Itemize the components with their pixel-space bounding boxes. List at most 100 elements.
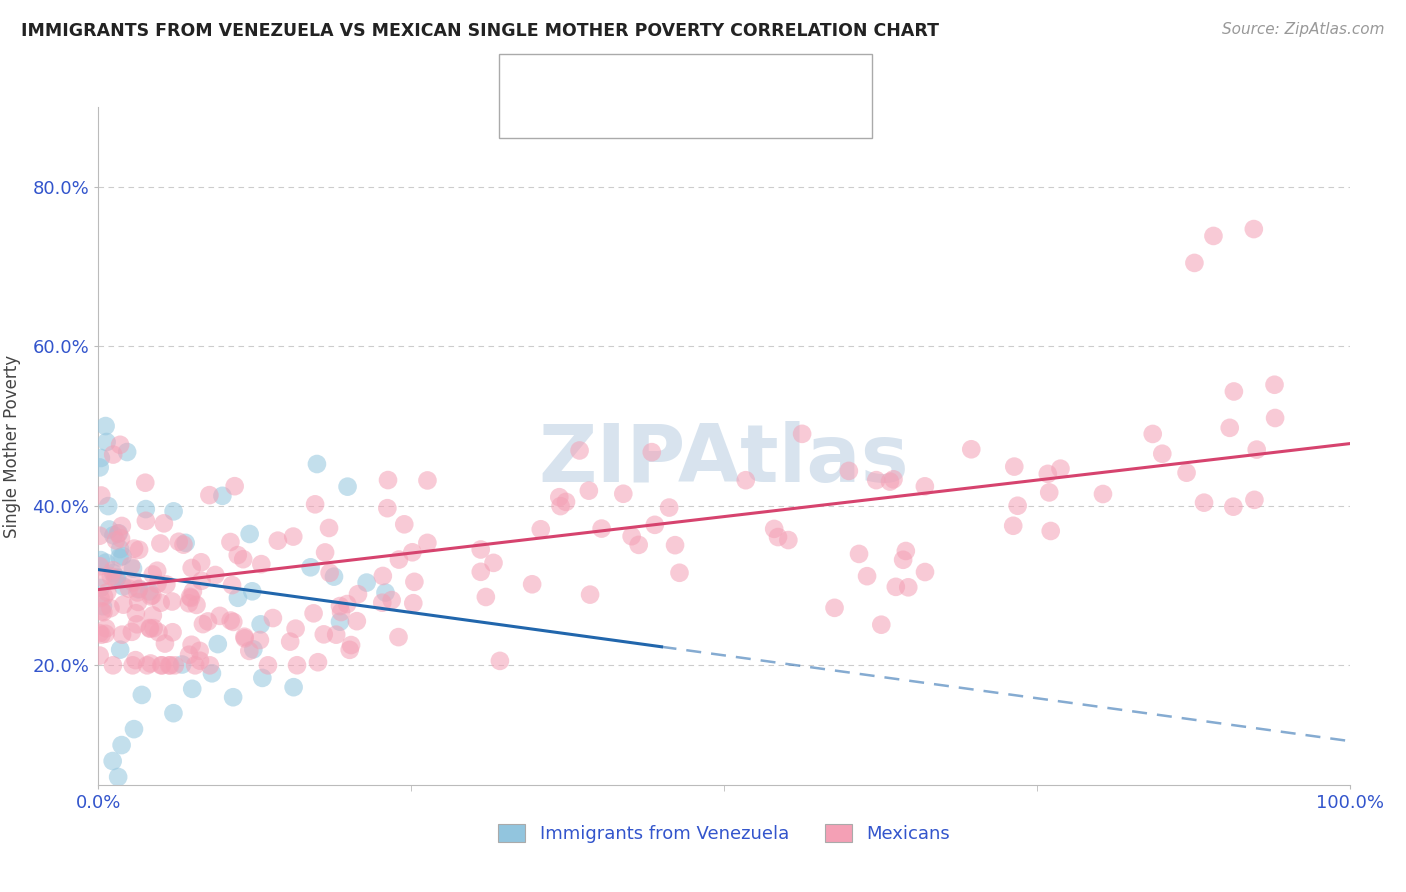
Point (101, 563, 124, 577)
Point (470, 565, 492, 579)
Point (219, 535, 242, 549)
Point (371, 596, 394, 610)
Y-axis label: Single Mother Poverty: Single Mother Poverty (3, 354, 21, 538)
Point (153, 636, 176, 650)
Point (191, 617, 214, 632)
Point (111, 627, 134, 641)
Point (323, 569, 346, 583)
Point (128, 582, 150, 596)
Point (101, 658, 124, 673)
Point (141, 588, 163, 602)
Point (262, 611, 284, 625)
Point (856, 569, 879, 583)
Point (91, 570, 114, 584)
Point (222, 690, 245, 705)
Point (93, 590, 115, 604)
Point (242, 642, 264, 657)
Text: 198: 198 (782, 105, 820, 123)
Point (240, 584, 263, 599)
Point (190, 574, 212, 588)
Point (1243, 222, 1265, 236)
Point (177, 596, 200, 610)
Point (111, 549, 134, 563)
Point (146, 564, 169, 578)
Point (402, 596, 425, 610)
Point (668, 566, 690, 580)
Point (94, 556, 117, 570)
Point (763, 522, 786, 536)
Point (346, 614, 368, 628)
Point (120, 558, 142, 573)
Point (94, 621, 117, 635)
Point (115, 445, 138, 459)
Point (208, 608, 231, 623)
Point (197, 615, 219, 629)
Point (550, 499, 572, 513)
Point (89, 559, 111, 574)
Point (198, 488, 221, 502)
Point (1142, 426, 1164, 441)
Point (184, 658, 207, 673)
Point (224, 479, 246, 493)
Point (356, 575, 378, 590)
Point (894, 544, 917, 558)
Point (734, 473, 756, 487)
Point (125, 617, 148, 632)
Text: 53: 53 (782, 65, 807, 83)
Point (148, 625, 170, 640)
Point (865, 473, 887, 487)
Point (330, 605, 353, 619)
Point (89, 591, 111, 605)
Point (122, 722, 145, 736)
Point (222, 615, 245, 629)
Point (198, 658, 221, 673)
Point (108, 642, 131, 657)
Point (142, 567, 165, 582)
Text: IMMIGRANTS FROM VENEZUELA VS MEXICAN SINGLE MOTHER POVERTY CORRELATION CHART: IMMIGRANTS FROM VENEZUELA VS MEXICAN SIN… (21, 22, 939, 40)
Point (111, 519, 134, 533)
Point (93, 605, 115, 619)
Point (568, 443, 591, 458)
Point (91, 599, 114, 614)
Point (177, 648, 200, 662)
Point (1002, 518, 1025, 533)
Point (108, 550, 131, 565)
Point (304, 497, 326, 511)
Point (404, 574, 426, 589)
Point (90, 628, 112, 642)
Point (307, 655, 329, 669)
Point (1192, 496, 1215, 510)
Point (897, 580, 920, 594)
Point (204, 568, 226, 582)
Point (470, 542, 492, 557)
Point (121, 624, 143, 639)
Point (104, 572, 127, 586)
Point (233, 632, 256, 646)
Point (870, 617, 893, 632)
Point (278, 634, 301, 648)
Point (94, 419, 117, 434)
Point (138, 584, 160, 599)
Point (388, 552, 411, 566)
Point (110, 532, 132, 546)
Point (90, 488, 112, 502)
Point (548, 490, 571, 504)
Point (394, 517, 416, 532)
Point (1202, 229, 1225, 244)
Point (122, 541, 145, 556)
Point (121, 658, 143, 673)
Point (377, 473, 399, 487)
Point (347, 587, 370, 601)
Point (135, 514, 157, 528)
Point (90, 604, 112, 618)
Text: R =: R = (567, 65, 599, 83)
Point (1219, 421, 1241, 435)
Point (1038, 485, 1060, 500)
Point (1036, 467, 1059, 481)
Point (838, 464, 860, 478)
Point (160, 594, 183, 608)
Point (96, 435, 118, 450)
Point (299, 560, 322, 574)
Point (1243, 492, 1265, 507)
Point (188, 654, 211, 668)
